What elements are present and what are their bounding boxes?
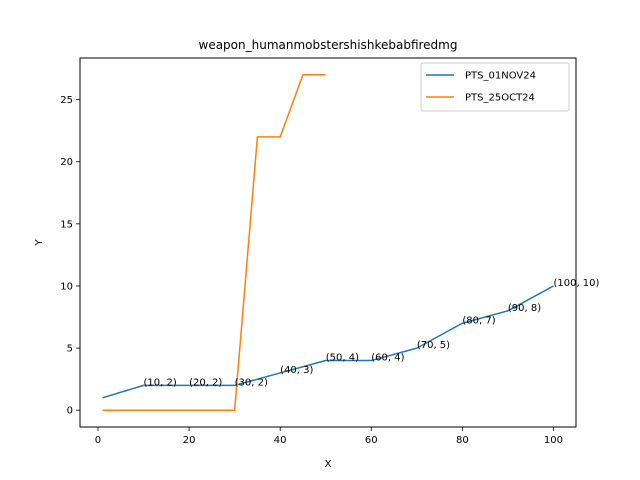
x-axis-title: X (325, 459, 332, 470)
data-label: (90, 8) (508, 303, 541, 314)
x-tick-label: 0 (95, 435, 101, 446)
data-label: (20, 2) (189, 377, 222, 388)
data-label: (40, 3) (280, 365, 313, 376)
x-tick-label: 20 (183, 435, 196, 446)
data-label: (80, 7) (462, 315, 495, 326)
y-tick-label: 15 (60, 219, 73, 230)
y-tick-label: 0 (67, 406, 73, 417)
plot-frame (79, 57, 577, 428)
data-label: (30, 2) (235, 377, 268, 388)
series-line-pts-01nov24 (102, 285, 554, 399)
series-line-pts-25oct24 (102, 74, 326, 411)
series-layer (102, 74, 554, 411)
y-tick-label: 5 (67, 344, 73, 355)
data-label: (70, 5) (417, 340, 450, 351)
x-axis: 0 20 40 60 80 100 (95, 427, 563, 446)
x-tick-label: 80 (456, 435, 469, 446)
data-label: (10, 2) (144, 377, 177, 388)
legend-label: PTS_01NOV24 (465, 71, 536, 82)
data-label: (60, 4) (371, 353, 404, 364)
chart-title: weapon_humanmobstershishkebabfiredmg (199, 38, 458, 52)
x-tick-label: 60 (365, 435, 378, 446)
y-axis: 0 5 10 15 20 25 (60, 95, 80, 417)
data-label: (50, 4) (326, 353, 359, 364)
y-axis-title: Y (34, 239, 45, 247)
x-tick-label: 100 (544, 435, 563, 446)
legend-label: PTS_25OCT24 (465, 93, 535, 104)
legend: PTS_01NOV24 PTS_25OCT24 (420, 62, 570, 112)
x-tick-label: 40 (274, 435, 287, 446)
plot-area (80, 58, 576, 427)
y-tick-label: 20 (60, 157, 73, 168)
y-tick-label: 25 (60, 95, 73, 106)
legend-frame (420, 62, 570, 112)
y-tick-label: 10 (60, 281, 73, 292)
